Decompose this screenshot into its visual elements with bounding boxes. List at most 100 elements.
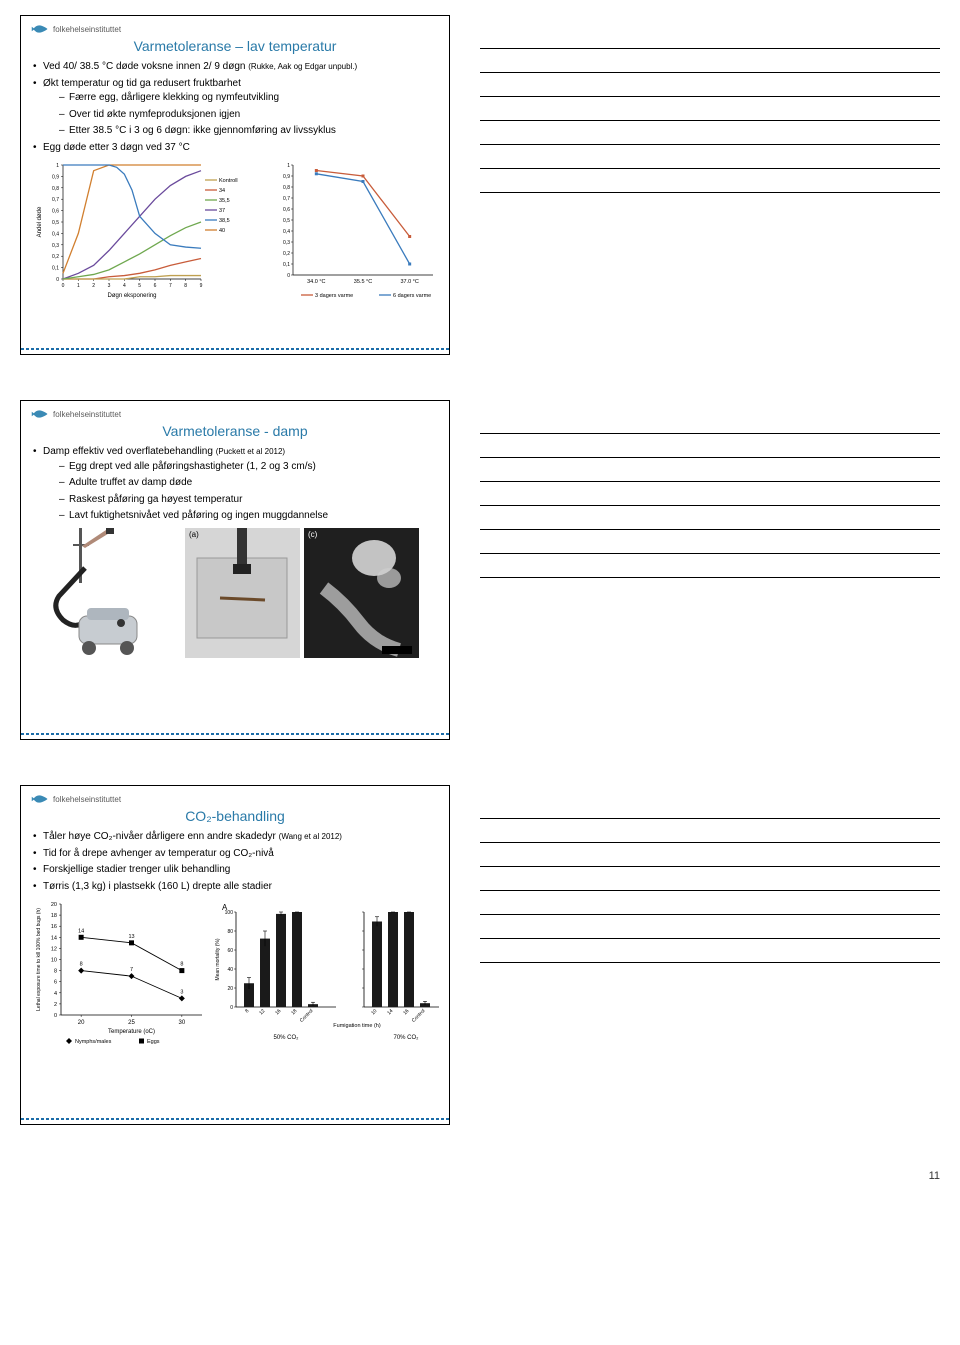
s1-b1: Ved 40/ 38.5 °C døde voksne innen 2/ 9 d… xyxy=(31,60,439,75)
svg-text:0,6: 0,6 xyxy=(283,207,290,213)
slide3-charts: 02468101214161820202530Lethal exposure t… xyxy=(31,900,439,1045)
svg-text:38,5: 38,5 xyxy=(219,218,230,224)
svg-text:Kontroll: Kontroll xyxy=(219,178,238,184)
svg-text:9: 9 xyxy=(200,283,203,289)
svg-text:14: 14 xyxy=(78,928,84,934)
page-number: 11 xyxy=(20,1170,940,1182)
slide1-bullets: Ved 40/ 38.5 °C døde voksne innen 2/ 9 d… xyxy=(31,60,439,155)
svg-text:0,9: 0,9 xyxy=(283,174,290,180)
note-line xyxy=(480,168,940,169)
slide1-chart1: 00,10,20,30,40,50,60,70,80,910123456789A… xyxy=(31,161,261,301)
svg-text:Eggs: Eggs xyxy=(147,1039,160,1045)
svg-text:34: 34 xyxy=(219,188,225,194)
s2-b1-1: Egg drept ved alle påføringshastigheter … xyxy=(57,460,439,475)
svg-text:10: 10 xyxy=(51,958,57,964)
svg-text:70% CO₂: 70% CO₂ xyxy=(393,1035,419,1041)
svg-text:1: 1 xyxy=(56,163,59,169)
s3-b4: Tørris (1,3 kg) i plastsekk (160 L) drep… xyxy=(31,880,439,895)
note-line xyxy=(480,842,940,843)
svg-text:0,6: 0,6 xyxy=(52,209,59,215)
svg-text:100: 100 xyxy=(225,910,234,916)
svg-text:7: 7 xyxy=(130,967,133,973)
logo: folkehelseinstituttet xyxy=(31,22,439,36)
note-line xyxy=(480,577,940,578)
svg-text:8: 8 xyxy=(180,962,183,968)
s3-b2: Tid for å drepe avhenger av temperatur o… xyxy=(31,847,439,862)
svg-text:50% CO₂: 50% CO₂ xyxy=(273,1035,299,1041)
s1-b2: Økt temperatur og tid ga redusert fruktb… xyxy=(31,77,439,139)
slide-1: folkehelseinstituttet Varmetoleranse – l… xyxy=(20,15,450,355)
steam-device-image xyxy=(51,528,181,658)
svg-text:Nymphs/males: Nymphs/males xyxy=(75,1039,112,1045)
svg-text:35,5: 35,5 xyxy=(219,198,230,204)
note-line xyxy=(480,457,940,458)
photo-c: (c) xyxy=(304,528,419,658)
row-1: folkehelseinstituttet Varmetoleranse – l… xyxy=(20,15,940,355)
notes-lines-2 xyxy=(480,400,940,740)
s1-b2-3: Etter 38.5 °C i 3 og 6 døgn: ikke gjenno… xyxy=(57,124,439,139)
svg-text:14: 14 xyxy=(51,935,57,941)
slide-3: folkehelseinstituttet CO₂-behandling Tål… xyxy=(20,785,450,1125)
notes-lines-3 xyxy=(480,785,940,1125)
svg-text:80: 80 xyxy=(227,929,233,935)
svg-text:Mean mortality (%): Mean mortality (%) xyxy=(215,938,221,980)
svg-text:0,4: 0,4 xyxy=(52,231,59,237)
svg-text:4: 4 xyxy=(54,991,57,997)
note-line xyxy=(480,96,940,97)
logo-text: folkehelseinstituttet xyxy=(53,25,121,34)
s2-b1-4: Lavt fuktighetsnivået ved påføring og in… xyxy=(57,509,439,524)
note-line xyxy=(480,818,940,819)
row-2: folkehelseinstituttet Varmetoleranse - d… xyxy=(20,400,940,740)
note-line xyxy=(480,120,940,121)
note-line xyxy=(480,48,940,49)
slide2-bullets: Damp effektiv ved overflatebehandling (P… xyxy=(31,445,439,524)
svg-text:34.0 °C: 34.0 °C xyxy=(307,279,325,285)
svg-text:0,1: 0,1 xyxy=(52,266,59,272)
svg-text:20: 20 xyxy=(51,902,57,908)
note-line xyxy=(480,144,940,145)
svg-text:0,4: 0,4 xyxy=(283,229,290,235)
svg-text:40: 40 xyxy=(219,228,225,234)
svg-text:1: 1 xyxy=(77,283,80,289)
slide3-chart1: 02468101214161820202530Lethal exposure t… xyxy=(31,900,204,1045)
slide2-title: Varmetoleranse - damp xyxy=(31,423,439,439)
svg-text:20: 20 xyxy=(227,986,233,992)
s1-b2-2: Over tid økte nymfeproduksjonen igjen xyxy=(57,108,439,123)
svg-text:0,3: 0,3 xyxy=(283,240,290,246)
svg-text:12: 12 xyxy=(51,946,57,952)
svg-text:16: 16 xyxy=(51,924,57,930)
svg-text:13: 13 xyxy=(128,934,134,940)
svg-text:60: 60 xyxy=(227,948,233,954)
svg-text:6 dagers varme: 6 dagers varme xyxy=(393,293,431,299)
fish-icon xyxy=(31,407,49,421)
notes-lines-1 xyxy=(480,15,940,355)
svg-text:25: 25 xyxy=(128,1020,135,1026)
photo-a: (a) xyxy=(185,528,300,658)
logo: folkehelseinstituttet xyxy=(31,792,439,806)
svg-text:18: 18 xyxy=(51,913,57,919)
slide3-chart2: A020406080100Mean mortality (%)8121618Co… xyxy=(212,900,439,1045)
note-line xyxy=(480,962,940,963)
svg-text:37.0 °C: 37.0 °C xyxy=(400,279,418,285)
note-line xyxy=(480,938,940,939)
svg-text:0,9: 0,9 xyxy=(52,174,59,180)
svg-text:4: 4 xyxy=(123,283,126,289)
svg-text:0,2: 0,2 xyxy=(283,251,290,257)
svg-text:0,5: 0,5 xyxy=(283,218,290,224)
note-line xyxy=(480,890,940,891)
slide3-bullets: Tåler høye CO₂-nivåer dårligere enn andr… xyxy=(31,830,439,894)
logo: folkehelseinstituttet xyxy=(31,407,439,421)
svg-text:0: 0 xyxy=(287,273,290,279)
note-line xyxy=(480,481,940,482)
svg-text:0,3: 0,3 xyxy=(52,243,59,249)
note-line xyxy=(480,433,940,434)
slide3-title: CO₂-behandling xyxy=(31,808,439,824)
svg-text:Fumigation time (h): Fumigation time (h) xyxy=(333,1023,381,1029)
note-line xyxy=(480,505,940,506)
note-line xyxy=(480,529,940,530)
row-3: folkehelseinstituttet CO₂-behandling Tål… xyxy=(20,785,940,1125)
svg-text:8: 8 xyxy=(80,962,83,968)
fish-icon xyxy=(31,792,49,806)
svg-text:6: 6 xyxy=(54,980,57,986)
svg-text:30: 30 xyxy=(179,1020,186,1026)
